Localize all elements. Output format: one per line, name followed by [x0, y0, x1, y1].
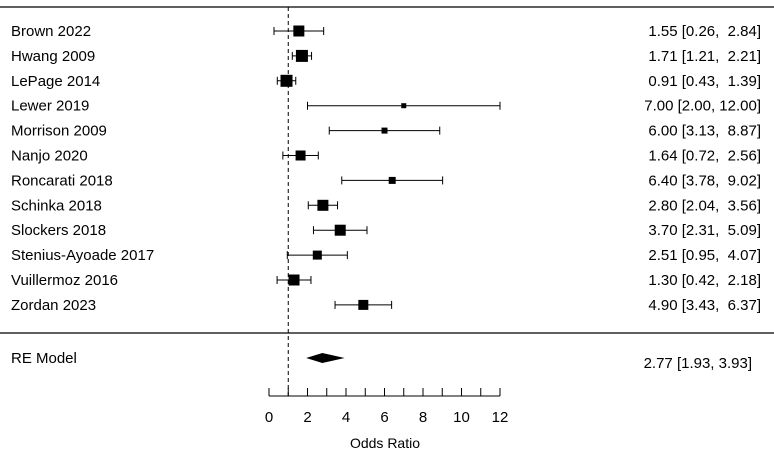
- ci-text: 3.70 [2.31, 5.09]: [648, 222, 761, 239]
- study-label: LePage 2014: [11, 73, 100, 90]
- ci-text: 1.55 [0.26, 2.84]: [648, 23, 761, 40]
- x-tick-label: 4: [342, 409, 350, 426]
- point-estimate: [334, 224, 346, 236]
- x-axis-label: Odds Ratio: [350, 435, 420, 451]
- ci-text: 1.30 [0.42, 2.18]: [648, 272, 761, 289]
- ci-text: 7.00 [2.00, 12.00]: [644, 98, 761, 115]
- ci-text: 0.91 [0.43, 1.39]: [648, 73, 761, 90]
- ci-text: 6.00 [3.13, 8.87]: [648, 123, 761, 140]
- study-label: Vuillermoz 2016: [11, 272, 118, 289]
- x-tick-label: 8: [419, 409, 427, 426]
- study-label: Nanjo 2020: [11, 148, 88, 165]
- study-label: Slockers 2018: [11, 222, 106, 239]
- study-label: Lewer 2019: [11, 98, 89, 115]
- summary-label: RE Model: [11, 350, 77, 367]
- point-estimate: [312, 250, 322, 260]
- x-tick-label: 2: [303, 409, 311, 426]
- ci-text: 4.90 [3.43, 6.37]: [648, 297, 761, 314]
- point-estimate: [317, 199, 329, 211]
- ci-text: 1.71 [1.21, 2.21]: [648, 48, 761, 65]
- point-estimate: [280, 74, 293, 87]
- point-estimate: [293, 25, 305, 37]
- ci-text: 6.40 [3.78, 9.02]: [648, 172, 761, 189]
- x-tick-label: 10: [453, 409, 470, 426]
- point-estimate: [358, 299, 369, 310]
- x-tick-label: 6: [380, 409, 388, 426]
- point-estimate: [381, 127, 388, 134]
- point-estimate: [295, 150, 306, 161]
- ci-text: 2.80 [2.04, 3.56]: [648, 197, 761, 214]
- study-label: Hwang 2009: [11, 48, 95, 65]
- x-tick-label: 12: [492, 409, 509, 426]
- point-estimate: [288, 274, 300, 286]
- point-estimate: [388, 176, 396, 184]
- ci-text: 1.64 [0.72, 2.56]: [648, 148, 761, 165]
- study-label: Roncarati 2018: [11, 172, 113, 189]
- point-estimate: [295, 49, 308, 62]
- summary-diamond: [306, 353, 345, 363]
- study-label: Stenius-Ayoade 2017: [11, 247, 154, 264]
- study-label: Zordan 2023: [11, 297, 96, 314]
- study-label: Schinka 2018: [11, 197, 102, 214]
- x-tick-label: 0: [265, 409, 273, 426]
- ci-text: 2.51 [0.95, 4.07]: [648, 247, 761, 264]
- study-label: Morrison 2009: [11, 123, 107, 140]
- summary-ci-text: 2.77 [1.93, 3.93]: [644, 355, 752, 372]
- study-label: Brown 2022: [11, 23, 91, 40]
- point-estimate: [401, 103, 407, 109]
